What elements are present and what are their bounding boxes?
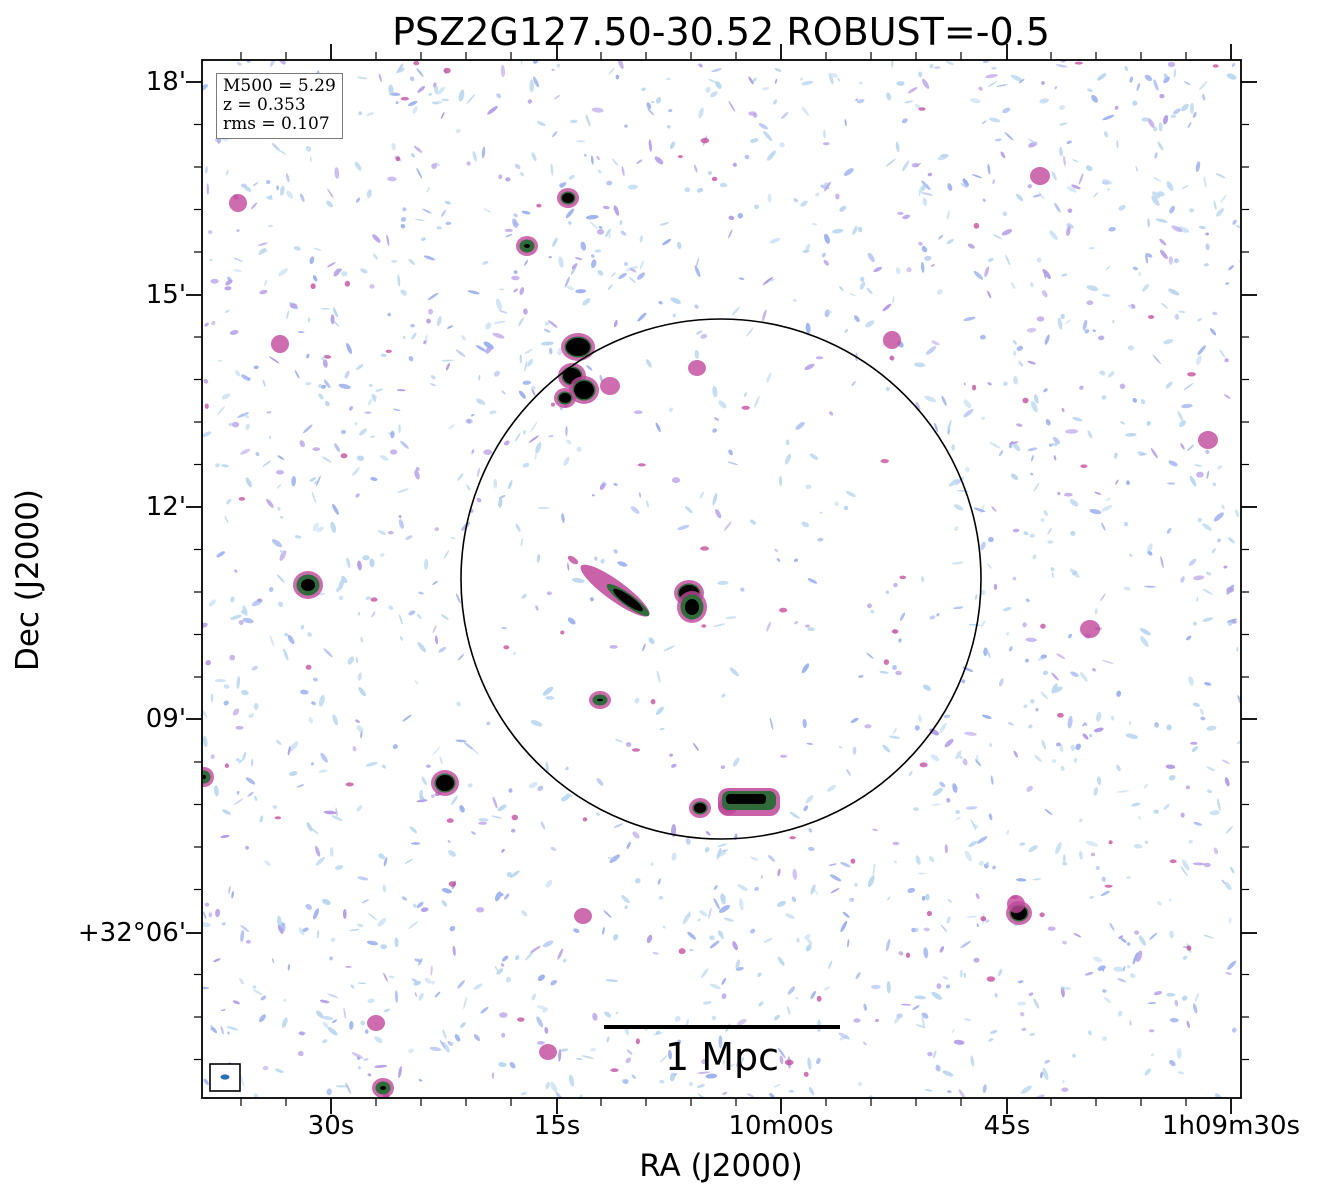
y-tick-label: 12' — [145, 492, 186, 522]
x-tick-label: 30s — [307, 1111, 355, 1141]
y-tick-label: +32°06' — [77, 918, 186, 948]
x-tick-label: 1h09m30s — [1161, 1111, 1301, 1141]
rms-text: rms = 0.107 — [223, 114, 330, 134]
axis-ticks — [186, 44, 1257, 1114]
x-tick-label: 15s — [533, 1111, 581, 1141]
x-axis-label: RA (J2000) — [639, 1148, 803, 1184]
y-axis-label: Dec (J2000) — [10, 488, 46, 672]
y-tick-label: 15' — [145, 280, 186, 310]
beam-ellipse — [220, 1074, 230, 1080]
noise-layer — [202, 60, 1241, 1098]
map-background — [202, 60, 1241, 1098]
redshift-text: z = 0.353 — [223, 95, 306, 115]
emission-layer — [202, 167, 1218, 1098]
scale-bar-label: 1 Mpc — [664, 1035, 780, 1079]
plot-frame — [201, 59, 1242, 1099]
x-tick-label: 10m00s — [728, 1111, 834, 1141]
y-tick-label: 18' — [145, 67, 186, 97]
x-tick-label: 45s — [983, 1111, 1031, 1141]
m500-text: M500 = 5.29 — [223, 76, 336, 96]
y-tick-label: 09' — [145, 704, 186, 734]
r500-circle — [460, 318, 982, 840]
beam-box — [209, 1063, 241, 1092]
cluster-info-box: M500 = 5.29 z = 0.353 rms = 0.107 — [216, 73, 343, 139]
figure-title: PSZ2G127.50-30.52 ROBUST=-0.5 — [392, 10, 1050, 54]
